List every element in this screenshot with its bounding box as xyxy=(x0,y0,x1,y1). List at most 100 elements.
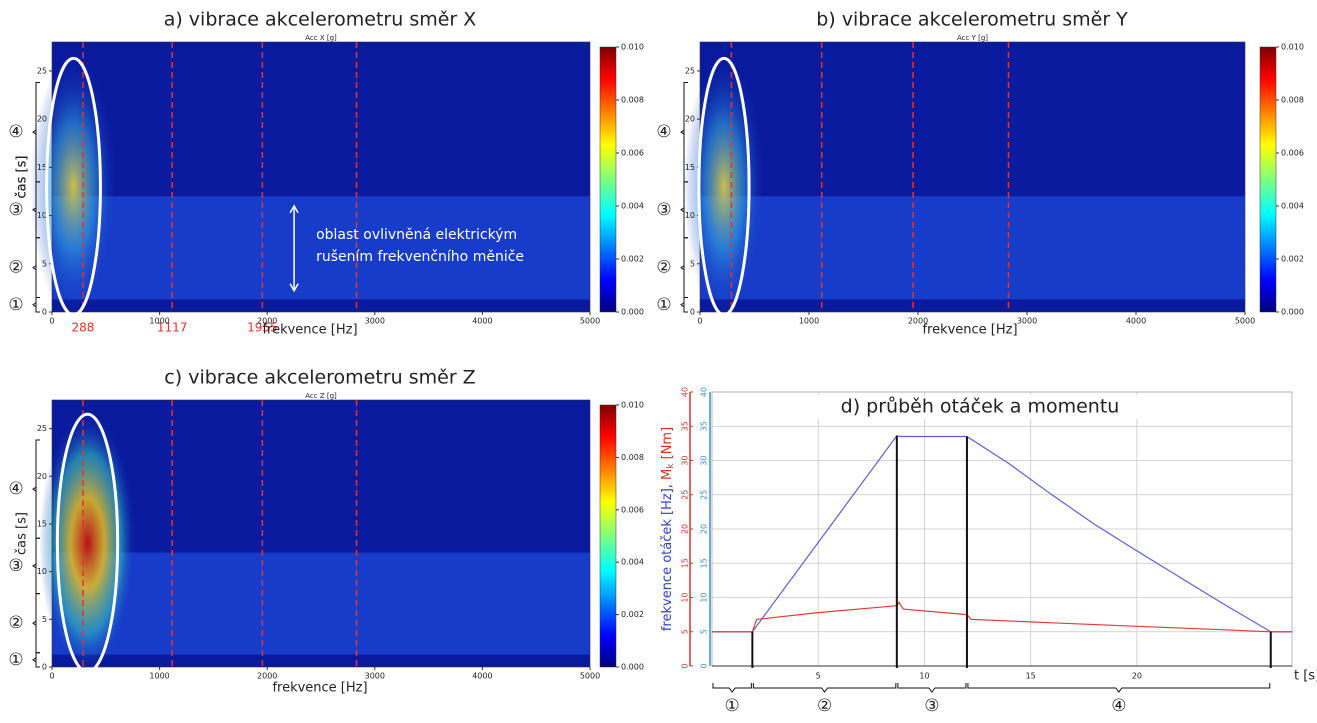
plot-frame xyxy=(51,41,591,313)
colorbar-tick-label: 0.000 xyxy=(1281,308,1304,317)
y-tick-label: 20 xyxy=(700,524,709,534)
stage-bracket xyxy=(897,683,967,693)
y-tick-label: 25 xyxy=(37,66,47,75)
x-tick-label: 3000 xyxy=(1017,317,1037,326)
x-tick-label: 3000 xyxy=(365,672,385,681)
y2-tick-label: 15 xyxy=(681,558,690,568)
colorbar-tick-label: 0.010 xyxy=(1281,43,1304,52)
stage-bracket xyxy=(32,537,40,595)
y2-tick-label: 35 xyxy=(681,421,690,431)
highlight-ellipse xyxy=(55,412,120,674)
stage-bracket xyxy=(680,297,688,313)
y2-tick-label: 10 xyxy=(681,592,690,602)
y-tick-label: 5 xyxy=(42,615,47,624)
colorbar xyxy=(599,46,617,313)
x-tick-label: 0 xyxy=(49,317,54,326)
noise-band xyxy=(700,196,1245,300)
x-axis-label: t [s] xyxy=(1294,669,1317,684)
annotation: oblast ovlivněná elektrickým xyxy=(316,227,517,243)
stage-label: ③ xyxy=(8,200,23,220)
y2-axis-label-part: M xyxy=(660,469,675,480)
colorbar-tick-label: 0.008 xyxy=(1281,96,1304,105)
x-tick-label: 0 xyxy=(49,672,54,681)
x-tick-label: 4000 xyxy=(472,317,492,326)
chart-title: d) průběh otáček a momentu xyxy=(841,396,1120,418)
x-tick-label: 20 xyxy=(1132,672,1142,681)
stage-label: ② xyxy=(8,258,23,278)
annotation: rušením frekvenčního měniče xyxy=(316,249,524,265)
colorbar-tick-label: 0.002 xyxy=(621,255,644,264)
y-tick-label: 20 xyxy=(685,115,695,124)
marker-label: 288 xyxy=(72,321,95,335)
colorbar-tick-label: 0.002 xyxy=(1281,255,1304,264)
y-tick-label: 5 xyxy=(42,259,47,268)
x-axis-label: frekvence [Hz] xyxy=(272,681,367,696)
y2-tick-label: 30 xyxy=(681,455,690,465)
stage-label: ④ xyxy=(8,122,23,142)
y-tick-label: 15 xyxy=(700,558,709,568)
stage-label: ③ xyxy=(8,556,23,576)
x-tick-label: 2000 xyxy=(257,672,277,681)
stage-label: ④ xyxy=(8,479,23,499)
x-tick-label: 5000 xyxy=(1235,317,1255,326)
x-tick-label: 10 xyxy=(919,672,929,681)
stage-label: ③ xyxy=(924,696,939,716)
colorbar-tick-label: 0.008 xyxy=(621,96,644,105)
chart-subtitle: Acc Y [g] xyxy=(957,34,988,42)
noise-band xyxy=(52,196,590,300)
y-axis-label: čas [s] xyxy=(15,156,30,199)
x-tick-label: 1000 xyxy=(149,672,169,681)
y-tick-label: 0 xyxy=(42,308,47,317)
colorbar-tick-label: 0.004 xyxy=(621,202,644,211)
y2-axis-label-part: k xyxy=(666,463,676,469)
stage-bracket xyxy=(712,683,752,693)
y2-axis-label-part: [Nm] xyxy=(660,427,675,464)
stage-label: ② xyxy=(8,613,23,633)
stage-label: ① xyxy=(656,295,671,315)
y-tick-label: 10 xyxy=(37,567,47,576)
y-axis-label: čas [s] xyxy=(15,512,30,555)
colorbar-tick-label: 0.000 xyxy=(621,308,644,317)
stage-label: ② xyxy=(817,696,832,716)
y-tick-label: 10 xyxy=(685,211,695,220)
noise-band xyxy=(52,552,590,655)
stage-bracket xyxy=(32,439,40,539)
hot-region xyxy=(39,414,136,672)
y2-tick-label: 20 xyxy=(681,524,690,534)
chart-subtitle: Acc X [g] xyxy=(305,34,337,42)
y-tick-label: 0 xyxy=(42,663,47,672)
highlight-ellipse xyxy=(45,56,102,317)
series-line xyxy=(712,601,1292,633)
y-tick-label: 15 xyxy=(37,163,47,172)
colorbar-tick-label: 0.006 xyxy=(621,505,644,514)
stage-bracket xyxy=(680,82,688,183)
y-tick-label: 25 xyxy=(700,490,709,500)
stage-label: ① xyxy=(8,295,23,315)
colorbar-tick-label: 0.004 xyxy=(621,558,644,567)
colorbar-tick-label: 0.008 xyxy=(621,453,644,462)
y-tick-label: 0 xyxy=(690,308,695,317)
x-tick-label: 2000 xyxy=(908,317,928,326)
x-tick-label: 5000 xyxy=(580,672,600,681)
colorbar xyxy=(599,404,617,668)
stage-bracket xyxy=(32,593,40,654)
colorbar-tick-label: 0.004 xyxy=(1281,202,1304,211)
stage-bracket xyxy=(32,297,40,313)
stage-label: ④ xyxy=(1111,696,1126,716)
highlight-ellipse xyxy=(697,56,751,317)
x-tick-label: 1000 xyxy=(799,317,819,326)
title-background xyxy=(815,395,1145,419)
y2-tick-label: 40 xyxy=(681,387,690,397)
y-tick-label: 15 xyxy=(685,163,695,172)
y2-tick-label: 0 xyxy=(681,663,690,668)
plot-frame xyxy=(51,399,591,668)
y-tick-label: 20 xyxy=(37,115,47,124)
colorbar-tick-label: 0.002 xyxy=(621,610,644,619)
marker-label: 1955 xyxy=(247,321,278,335)
colorbar-tick-label: 0.010 xyxy=(621,43,644,52)
x-tick-label: 4000 xyxy=(1126,317,1146,326)
y-tick-label: 5 xyxy=(700,629,709,634)
stage-label: ① xyxy=(725,696,740,716)
stage-label: ④ xyxy=(656,122,671,142)
